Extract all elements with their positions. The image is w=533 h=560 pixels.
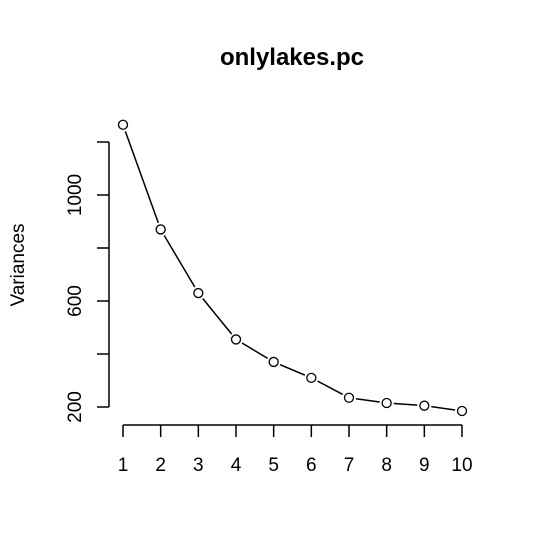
line-segment-7 [355, 397, 380, 403]
data-point-9 [419, 400, 430, 411]
data-point-5 [268, 356, 279, 368]
line-segment-4 [241, 342, 269, 360]
line-segment-9 [431, 405, 456, 411]
x-tick-label-5: 5 [268, 455, 279, 476]
y-tick-label-1000: 1000 [65, 174, 86, 216]
line-segment-2 [163, 235, 196, 288]
line-segment-1 [124, 131, 160, 224]
x-tick-label-4: 4 [231, 455, 242, 476]
line-segment-3 [202, 298, 233, 335]
data-point-10 [456, 405, 468, 417]
chart-title: onlylakes.pc [220, 44, 364, 71]
data-point-6 [306, 372, 317, 384]
x-tick-label-8: 8 [381, 455, 392, 476]
data-point-8 [381, 397, 392, 409]
x-tick-label-7: 7 [344, 455, 355, 476]
y-tick-label-200: 200 [65, 391, 86, 423]
x-tick-label-2: 2 [155, 455, 166, 476]
line-segment-8 [393, 402, 418, 406]
data-point-3 [193, 287, 204, 299]
y-axis-label: Variances [8, 223, 29, 306]
line-segment-5 [279, 363, 306, 376]
series-line [124, 131, 456, 411]
x-tick-label-1: 1 [118, 455, 129, 476]
x-tick-label-3: 3 [193, 455, 204, 476]
x-tick-label-6: 6 [306, 455, 317, 476]
y-tick-label-600: 600 [65, 285, 86, 317]
x-tick-label-9: 9 [419, 455, 430, 476]
data-point-7 [343, 392, 355, 403]
data-points [117, 119, 468, 417]
x-tick-label-10: 10 [451, 455, 472, 476]
line-segment-6 [317, 380, 344, 396]
y-axis: 200 600 1000 [65, 141, 110, 423]
data-point-2 [155, 224, 166, 235]
data-point-4 [230, 334, 242, 345]
x-axis: 1 2 3 4 5 6 7 8 9 10 [118, 424, 473, 476]
data-point-1 [117, 119, 129, 130]
